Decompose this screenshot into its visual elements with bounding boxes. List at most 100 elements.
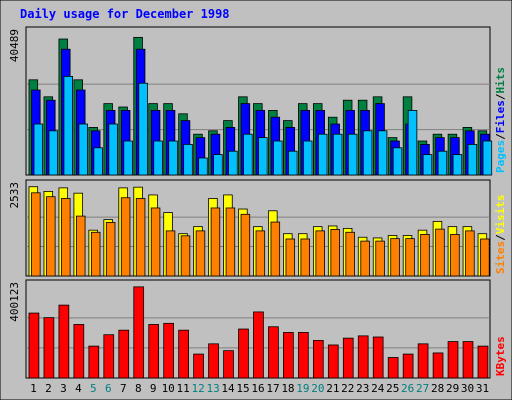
bar-sites-day-16 (255, 230, 266, 277)
bar-kbytes-day-13 (208, 343, 219, 379)
bar-sites-day-5 (90, 231, 101, 277)
bar-pages-day-7 (123, 140, 133, 176)
bar-kbytes-day-8 (133, 286, 145, 379)
bar-kbytes-day-7 (118, 329, 130, 379)
bar-pages-day-28 (437, 150, 448, 176)
bar-kbytes-day-20 (312, 340, 324, 379)
bar-sites-day-17 (270, 221, 281, 277)
bar-sites-day-12 (195, 230, 206, 277)
bar-sites-day-18 (285, 238, 296, 277)
bar-kbytes-day-3 (58, 304, 70, 379)
series-label-part: / (494, 234, 507, 241)
bar-pages-day-9 (153, 140, 163, 176)
chart-panels: 40489Pages/Files/Hits2533Sites/Visits400… (8, 26, 507, 379)
bar-kbytes-day-27 (417, 343, 429, 379)
bar-sites-day-9 (150, 207, 161, 277)
bar-kbytes-day-10 (163, 322, 174, 379)
bar-sites-day-31 (480, 238, 490, 277)
bar-sites-day-28 (435, 228, 445, 277)
x-tick-label: 6 (105, 382, 112, 395)
bar-kbytes-day-18 (283, 332, 294, 379)
bar-sites-day-10 (165, 230, 176, 277)
series-axis-label: Pages/Files/Hits (494, 67, 507, 173)
bar-pages-day-14 (228, 150, 238, 176)
bar-kbytes-day-29 (447, 341, 459, 379)
x-tick-label: 22 (341, 382, 354, 395)
bar-kbytes-day-24 (372, 336, 384, 379)
bar-pages-day-17 (273, 140, 283, 176)
bar-kbytes-day-1 (28, 312, 40, 379)
bar-kbytes-day-15 (238, 328, 249, 379)
bar-kbytes-day-30 (462, 341, 474, 379)
bar-kbytes-day-9 (148, 324, 160, 379)
x-tick-label: 23 (356, 382, 369, 395)
x-tick-label: 11 (177, 382, 190, 395)
x-tick-label: 15 (236, 382, 249, 395)
x-tick-label: 24 (371, 382, 385, 395)
series-label-part: Files (494, 100, 507, 133)
x-tick-label: 19 (296, 382, 309, 395)
bar-pages-day-5 (93, 147, 103, 176)
bar-kbytes-day-23 (357, 335, 369, 379)
bar-pages-day-18 (288, 150, 298, 176)
bar-pages-day-4 (78, 123, 88, 176)
bar-pages-day-22 (347, 133, 358, 176)
x-tick-label: 13 (206, 382, 219, 395)
bar-kbytes-day-6 (103, 334, 115, 379)
bar-kbytes-day-17 (268, 326, 279, 379)
bar-sites-day-21 (330, 229, 340, 277)
bar-sites-day-26 (405, 238, 415, 277)
bar-kbytes-day-31 (477, 345, 489, 379)
bar-sites-day-20 (315, 230, 325, 277)
x-tick-label: 3 (60, 382, 67, 395)
bar-pages-day-27 (422, 154, 433, 176)
bar-sites-day-25 (390, 238, 400, 277)
bar-sites-day-1 (31, 192, 41, 277)
x-tick-label: 26 (401, 382, 414, 395)
x-tick-label: 9 (150, 382, 157, 395)
series-sites (31, 192, 490, 277)
chart-title: Daily usage for December 1998 (20, 7, 230, 21)
bar-kbytes-day-26 (402, 353, 414, 379)
x-tick-label: 17 (266, 382, 279, 395)
x-tick-label: 8 (135, 382, 142, 395)
bar-pages-day-26 (407, 110, 418, 176)
x-tick-label: 10 (162, 382, 175, 395)
series-label-part: Hits (494, 67, 507, 94)
series-kbytes (28, 286, 489, 379)
bar-pages-day-31 (482, 140, 493, 176)
y-max-label: 2533 (8, 182, 21, 209)
bar-sites-day-29 (450, 234, 460, 277)
bar-sites-day-23 (360, 240, 370, 277)
series-label-part: KBytes (494, 336, 507, 376)
bar-kbytes-day-19 (298, 332, 309, 379)
bar-kbytes-day-4 (73, 324, 85, 379)
bar-kbytes-day-14 (223, 350, 234, 379)
series-label-part: / (494, 133, 507, 140)
series-label-part: Pages (494, 140, 507, 173)
x-tick-label: 31 (476, 382, 489, 395)
y-max-label: 40489 (8, 29, 21, 62)
x-axis-tick-labels: 1 2 3 4 5 6 7 8 9 10 11 12 13 14 15 16 17 18 19 20 21 22 23 24 2… (30, 382, 489, 395)
bar-kbytes-day-5 (88, 345, 100, 379)
bar-sites-day-11 (180, 235, 191, 277)
bar-sites-day-27 (420, 234, 430, 277)
x-tick-label: 20 (311, 382, 324, 395)
bar-pages-day-15 (243, 133, 253, 176)
x-tick-label: 12 (192, 382, 205, 395)
bar-pages-day-13 (213, 154, 223, 176)
x-tick-label: 25 (386, 382, 399, 395)
bar-sites-day-6 (105, 222, 116, 277)
series-label-part: Visits (494, 195, 507, 235)
bar-pages-day-6 (108, 123, 118, 176)
series-pages (33, 76, 493, 176)
bar-sites-day-30 (465, 230, 475, 277)
series-axis-label: Sites/Visits (494, 195, 507, 275)
x-tick-label: 7 (120, 382, 127, 395)
bar-pages-day-19 (303, 140, 313, 176)
series-label-part: / (494, 93, 507, 100)
bar-kbytes-day-25 (387, 357, 399, 379)
bar-pages-day-20 (317, 133, 328, 176)
bar-pages-day-23 (362, 130, 373, 176)
